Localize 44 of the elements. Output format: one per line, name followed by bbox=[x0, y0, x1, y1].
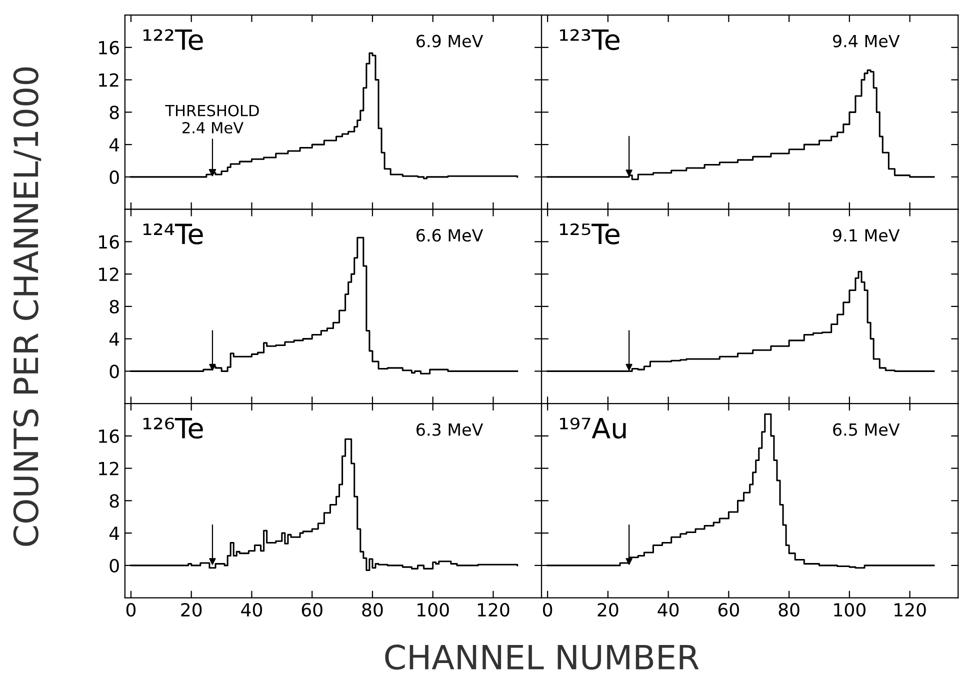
y-tick-label: 0 bbox=[110, 558, 119, 573]
y-tick-label: 8 bbox=[110, 494, 119, 508]
y-tick-label: 12 bbox=[99, 73, 118, 87]
x-tick-label: 0 bbox=[543, 602, 552, 617]
x-tick-label: 100 bbox=[418, 602, 449, 617]
x-tick-label: 120 bbox=[894, 602, 926, 617]
y-tick-label: 4 bbox=[109, 138, 120, 152]
annotation: 6.9 MeV bbox=[416, 34, 484, 48]
annotation: ¹⁹⁷Au bbox=[560, 418, 626, 439]
x-tick-label: 0 bbox=[126, 602, 136, 617]
y-tick-label: 8 bbox=[110, 106, 119, 120]
x-tick-label: 20 bbox=[598, 602, 618, 617]
x-tick-label: 100 bbox=[834, 602, 866, 617]
y-tick-label: 16 bbox=[99, 235, 119, 249]
y-tick-label: 12 bbox=[99, 462, 118, 476]
x-tick-label: 120 bbox=[478, 602, 510, 617]
x-axis-title: CHANNEL NUMBER bbox=[385, 644, 699, 670]
annotation: 6.6 MeV bbox=[416, 229, 484, 242]
y-tick-label: 4 bbox=[109, 526, 120, 540]
annotation: 9.1 MeV bbox=[833, 229, 900, 242]
x-tick-label: 60 bbox=[302, 602, 322, 617]
annotation: ¹²⁵Te bbox=[560, 223, 620, 244]
y-tick-label: 16 bbox=[99, 40, 119, 55]
annotation: THRESHOLD 2.4 MeV bbox=[165, 104, 259, 134]
y-axis-title: COUNTS PER CHANNEL/1000 bbox=[13, 67, 42, 546]
x-tick-label: 40 bbox=[241, 602, 262, 617]
annotation: 9.4 MeV bbox=[833, 34, 900, 48]
y-tick-label: 8 bbox=[110, 300, 119, 314]
y-tick-label: 12 bbox=[99, 268, 118, 281]
annotation: 6.5 MeV bbox=[833, 423, 900, 436]
x-tick-label: 40 bbox=[658, 602, 679, 617]
annotation: 6.3 MeV bbox=[416, 423, 484, 436]
y-tick-label: 16 bbox=[99, 429, 119, 444]
y-tick-label: 4 bbox=[109, 332, 120, 346]
annotation: ¹²⁶Te bbox=[143, 418, 203, 439]
annotation: ¹²⁴Te bbox=[143, 223, 203, 244]
x-tick-label: 20 bbox=[181, 602, 202, 617]
y-tick-label: 0 bbox=[110, 170, 119, 184]
x-tick-label: 60 bbox=[718, 602, 739, 617]
x-tick-label: 80 bbox=[362, 602, 383, 617]
y-tick-label: 0 bbox=[110, 364, 119, 378]
x-tick-label: 80 bbox=[778, 602, 800, 617]
annotation: ¹²³Te bbox=[560, 29, 620, 50]
annotation: ¹²²Te bbox=[143, 29, 203, 50]
